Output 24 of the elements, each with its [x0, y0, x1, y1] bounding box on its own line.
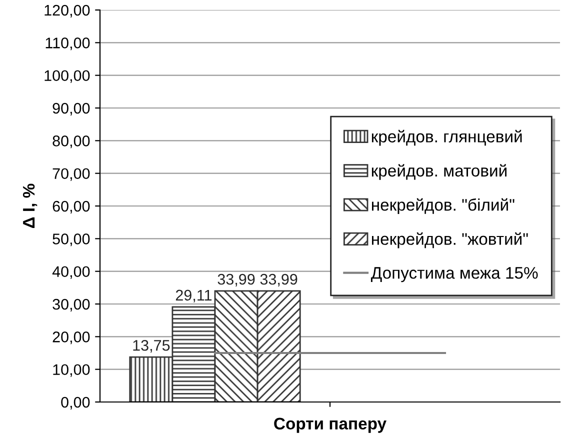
data-label: 29,11: [176, 290, 212, 302]
y-tick-label: 110,00: [46, 38, 90, 50]
legend-label: крейдов. глянцевий: [372, 130, 522, 146]
data-label: 33,99: [218, 274, 255, 286]
y-tick-label: 120,00: [44, 4, 90, 18]
data-label: 13,75: [133, 340, 170, 353]
y-tick-label: 20,00: [52, 332, 90, 344]
data-label: 33,99: [260, 274, 298, 286]
y-tick-label: 100,00: [44, 70, 90, 83]
legend-label: Допустима межа 15%: [370, 267, 538, 282]
legend-label: крейдов. матовий: [372, 164, 506, 180]
legend-label: некрейдов. "білий": [372, 198, 514, 214]
y-tick-label: 80,00: [52, 136, 90, 148]
legend-label: некрейдов. "жовтий": [372, 232, 528, 248]
y-tick-label: 30,00: [52, 298, 90, 312]
y-tick-label: 10,00: [53, 364, 90, 377]
y-tick-label: 0,00: [61, 396, 90, 410]
y-tick-label: 60,00: [52, 200, 90, 214]
y-tick-label: 40,00: [52, 266, 90, 279]
y-tick-label: 50,00: [52, 234, 90, 246]
y-tick-label: 70,00: [52, 168, 90, 181]
x-axis-title: Сорти паперу: [274, 418, 386, 433]
y-tick-label: 90,00: [52, 102, 90, 116]
y-axis-title: Δ I, %: [22, 184, 38, 228]
